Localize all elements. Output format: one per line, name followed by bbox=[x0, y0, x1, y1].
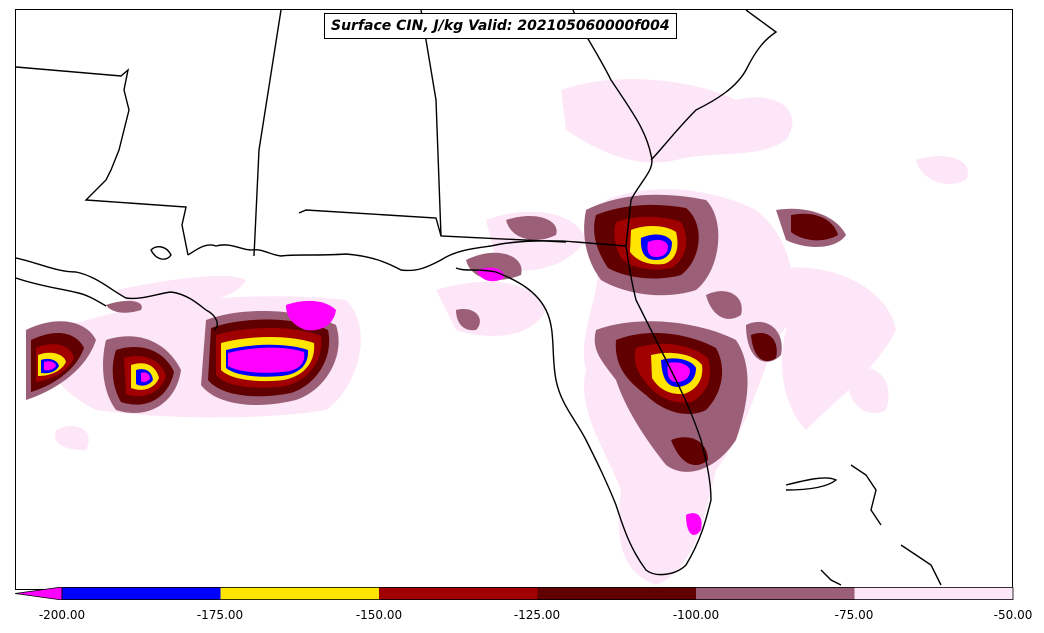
cin-field-magenta bbox=[44, 239, 702, 535]
colorbar-bin bbox=[62, 587, 221, 600]
colorbar-bin bbox=[220, 587, 379, 600]
map-boundaries bbox=[16, 10, 942, 586]
colorbar-tick-label: -75.00 bbox=[834, 608, 874, 622]
colorbar-outline bbox=[61, 587, 1014, 600]
cin-field-light-pink bbox=[48, 79, 968, 585]
map-title: Surface CIN, J/kg Valid: 202105060000f00… bbox=[324, 13, 677, 39]
map-panel bbox=[15, 9, 1013, 590]
colorbar-tick-label: -125.00 bbox=[513, 608, 561, 622]
colorbar-bins bbox=[15, 587, 1014, 600]
colorbar-tick-label: -100.00 bbox=[672, 608, 720, 622]
colorbar-tick-label: -50.00 bbox=[993, 608, 1033, 622]
colorbar-bin bbox=[696, 587, 855, 600]
colorbar-bin bbox=[379, 587, 538, 600]
colorbar-extend-triangle bbox=[15, 587, 63, 600]
colorbar-tick-label: -200.00 bbox=[38, 608, 86, 622]
colorbar bbox=[15, 587, 1014, 600]
colorbar-bin bbox=[537, 587, 696, 600]
colorbar-bin bbox=[854, 587, 1013, 600]
colorbar-tick-label: -175.00 bbox=[196, 608, 244, 622]
map-canvas bbox=[16, 10, 968, 586]
colorbar-tick-label: -150.00 bbox=[355, 608, 403, 622]
